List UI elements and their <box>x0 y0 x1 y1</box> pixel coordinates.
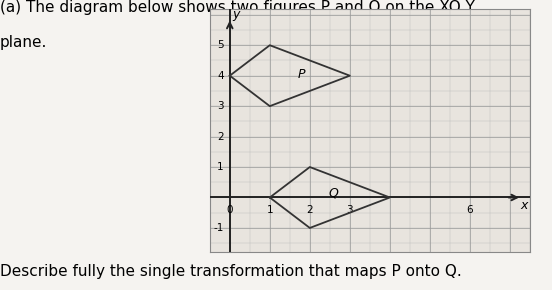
Text: 1: 1 <box>267 205 273 215</box>
Text: y: y <box>232 8 240 21</box>
Text: 3: 3 <box>217 101 224 111</box>
Text: 3: 3 <box>347 205 353 215</box>
Text: 6: 6 <box>466 205 473 215</box>
Text: Describe fully the single transformation that maps P onto Q.: Describe fully the single transformation… <box>0 264 462 279</box>
Text: 0: 0 <box>226 205 233 215</box>
Text: Q: Q <box>329 186 339 200</box>
Text: x: x <box>520 199 528 212</box>
Text: (a) The diagram below shows two figures P and Q on the XO Y: (a) The diagram below shows two figures … <box>0 0 475 15</box>
Text: 5: 5 <box>217 40 224 50</box>
Text: 2: 2 <box>306 205 313 215</box>
Text: 2: 2 <box>217 132 224 142</box>
Text: -1: -1 <box>214 223 224 233</box>
Text: 4: 4 <box>217 71 224 81</box>
Text: P: P <box>298 68 306 81</box>
Text: 1: 1 <box>217 162 224 172</box>
Text: plane.: plane. <box>0 35 47 50</box>
